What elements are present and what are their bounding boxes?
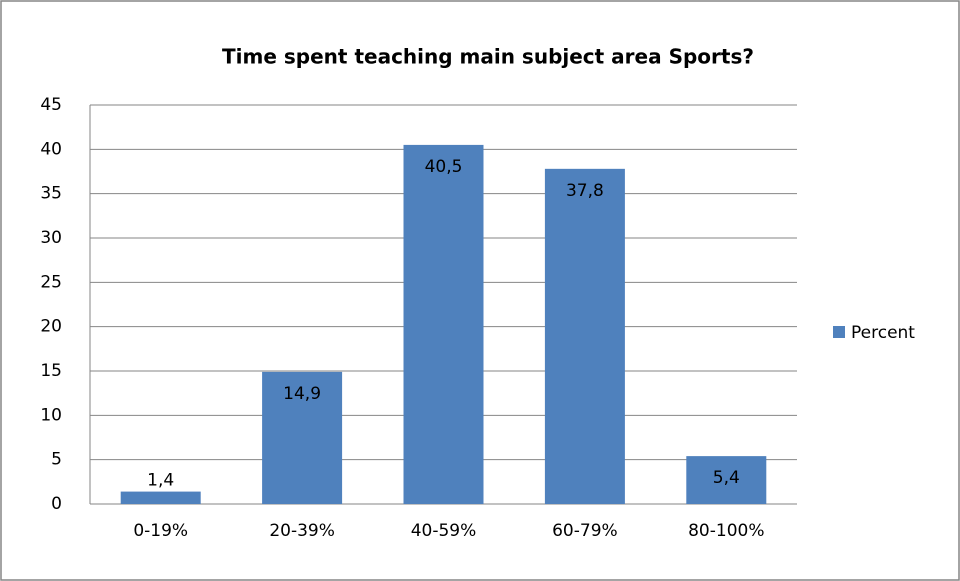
y-tick-label: 0 — [51, 494, 62, 514]
chart-title: Time spent teaching main subject area Sp… — [222, 45, 754, 69]
data-label: 5,4 — [713, 468, 740, 488]
bar — [120, 491, 201, 504]
data-label: 40,5 — [425, 157, 463, 177]
bar — [262, 371, 343, 504]
y-tick-label: 25 — [40, 272, 62, 292]
data-label: 14,9 — [283, 384, 321, 404]
y-tick-label: 10 — [40, 405, 62, 425]
y-tick-label: 20 — [40, 317, 62, 337]
y-tick-label: 15 — [40, 361, 62, 381]
x-tick-label: 80-100% — [688, 521, 764, 541]
bar — [544, 168, 625, 504]
y-tick-label: 30 — [40, 228, 62, 248]
data-label: 1,4 — [147, 471, 174, 491]
y-tick-label: 35 — [40, 184, 62, 204]
y-tick-label: 5 — [51, 450, 62, 470]
y-tick-label: 40 — [40, 139, 62, 159]
legend-label: Percent — [851, 323, 915, 343]
data-label: 37,8 — [566, 181, 604, 201]
bar — [403, 144, 484, 504]
bar — [686, 456, 767, 504]
legend-swatch — [833, 326, 845, 338]
x-tick-label: 60-79% — [552, 521, 618, 541]
x-tick-label: 0-19% — [133, 521, 188, 541]
y-tick-label: 45 — [40, 95, 62, 115]
x-tick-label: 20-39% — [269, 521, 335, 541]
x-tick-label: 40-59% — [411, 521, 477, 541]
